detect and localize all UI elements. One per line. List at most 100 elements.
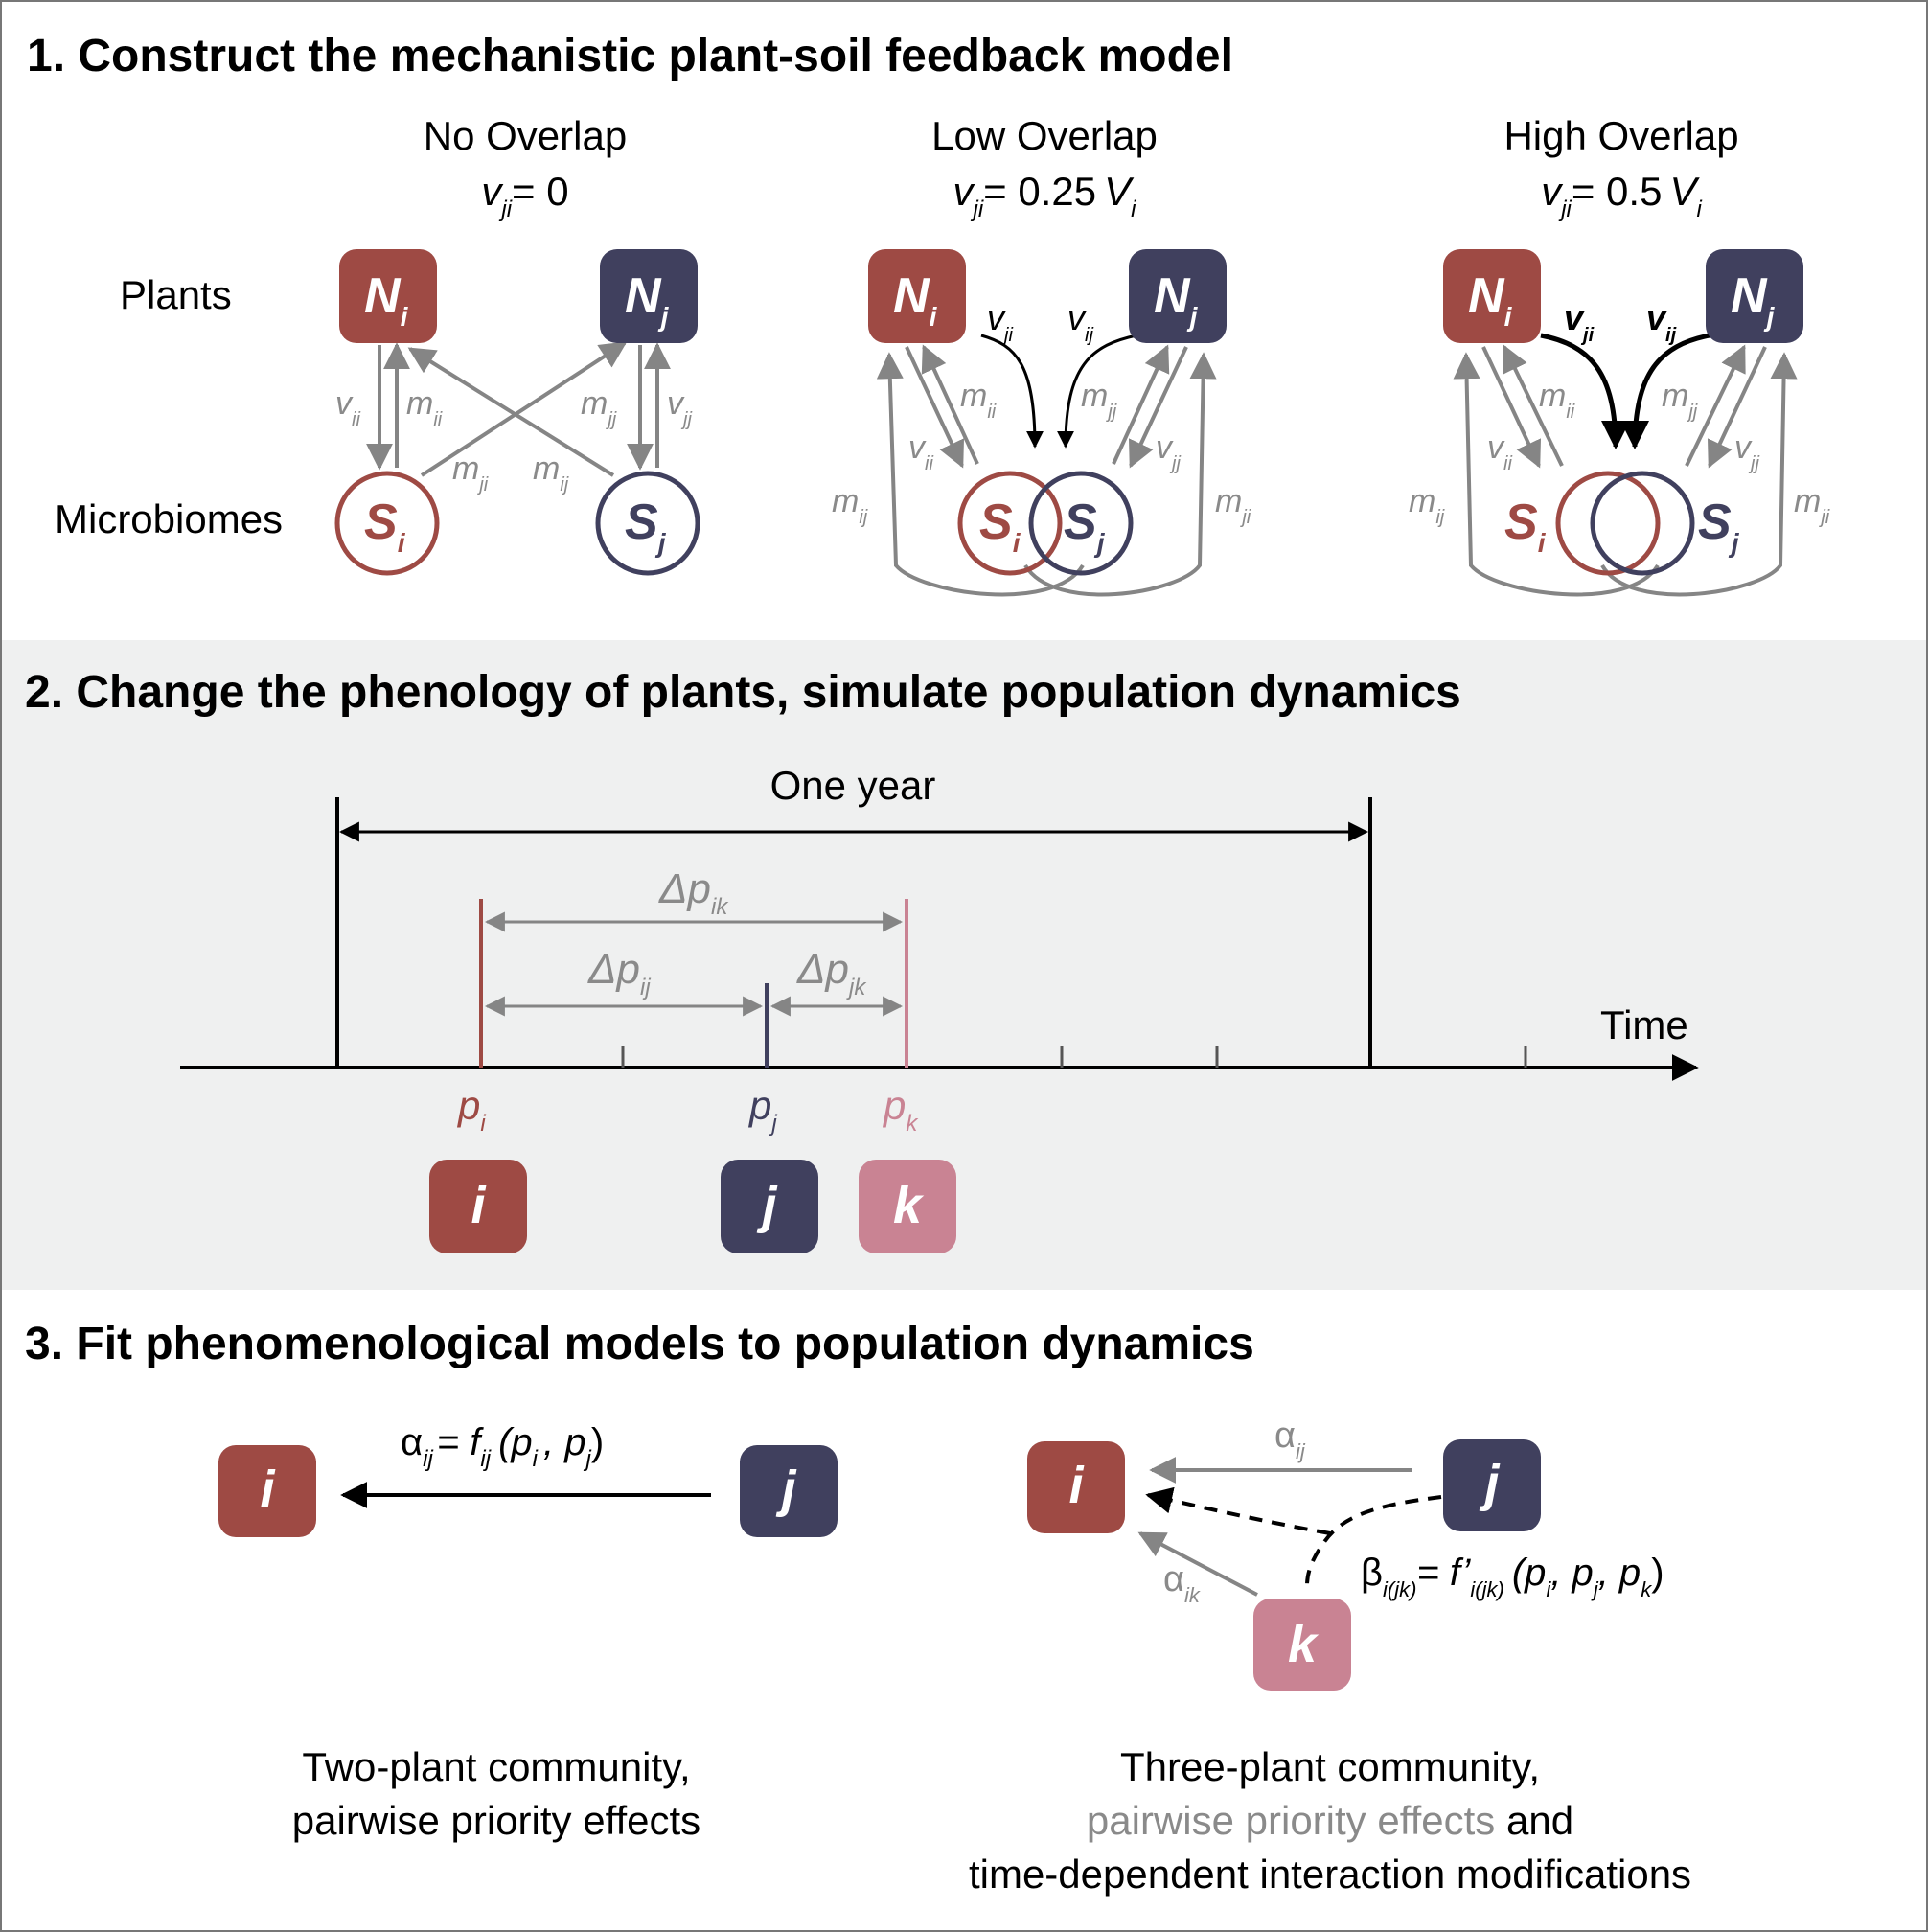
label-m-ii: mii [406,385,443,430]
node-S-j [595,471,700,576]
two-plant-box-j-label: j [775,1460,796,1518]
node-S-j-high [1590,471,1695,576]
arrow-m-ji [420,341,628,477]
label-m-jj: mjj [581,385,617,430]
arrow-v-jj-high [1707,346,1767,469]
label-v-jj-high: vjj [1734,429,1759,474]
panel-title-low-overlap: Low Overlap [931,113,1158,158]
caption-right-line2: pairwise priority effects and [1087,1798,1573,1843]
node-S-j-low [1028,471,1134,576]
panel-no-overlap: vii mii mjj vjj mji mij Ni Nj Si Sj [334,249,700,576]
arrow-v-ii-high [1481,346,1542,469]
panel-title-high-overlap: High Overlap [1503,113,1738,158]
node-N-i-high-label: Ni [1468,268,1513,332]
caption-right-line3: time-dependent interaction modifications [969,1852,1691,1897]
caption-left-line1: Two-plant community, [302,1744,690,1789]
node-N-i [339,249,437,343]
two-plant-box-j [740,1445,838,1537]
node-N-j-high-label: Nj [1731,268,1776,332]
label-p-i: pi [456,1083,486,1137]
formula-no-overlap: vji= 0 [481,169,568,222]
arrow-m-ij-high [1453,352,1660,597]
node-N-j-high [1706,249,1803,343]
node-S-i-high [1555,471,1661,576]
panel-high-overlap: vji vij mii vii mjj vjj mij mji Ni Nj Si… [1409,249,1830,597]
panel-low-overlap: vji vij mii vii mjj vjj mij mji Ni Nj Si… [832,249,1251,597]
arrow-m-ji-high [1600,352,1798,597]
arrow-v-ij-high [1620,333,1710,449]
arrow-m-ji-low [1023,352,1217,597]
label-v-ji-high: vji [1564,298,1595,346]
arrow-m-ij [407,347,615,477]
plant-box-i-label: i [471,1177,486,1234]
label-m-ij-high: mij [1409,483,1445,528]
node-S-i-low [957,471,1063,576]
label-v-ij-low: vij [1067,298,1093,346]
plant-box-j [721,1160,818,1254]
arrow-v-ij-low [1057,334,1137,448]
label-p-k: pk [882,1083,919,1137]
label-v-ji-low: vji [987,298,1013,346]
node-N-j-low-label: Nj [1154,268,1199,332]
three-plant-box-k [1253,1598,1351,1690]
label-v-jj-low: vjj [1156,429,1181,474]
node-N-i-label: Ni [364,268,409,332]
label-delta-jk: Δpjk [796,946,867,1000]
node-N-j-low [1129,249,1227,343]
label-m-ij: mij [533,450,569,495]
plant-box-j-label: j [756,1177,777,1234]
plant-box-k [859,1160,956,1254]
label-m-ii-high: mii [1539,378,1575,423]
one-year-label: One year [770,763,936,808]
label-delta-ij: Δpij [587,946,651,1000]
time-label: Time [1600,1002,1688,1047]
caption-right-line1: Three-plant community, [1120,1744,1540,1789]
section-1-title: 1. Construct the mechanistic plant-soil … [27,31,1233,81]
node-S-i [334,471,440,576]
panel-title-no-overlap: No Overlap [424,113,627,158]
plant-box-i [429,1160,527,1254]
label-m-ji-high: mji [1794,483,1830,528]
section-2: 2. Change the phenology of plants, simul… [2,640,1926,1290]
two-plant-box-i [218,1445,316,1537]
label-v-jj: vjj [667,385,692,430]
arrow-m-ii-high [1503,344,1564,467]
three-plant-box-i [1027,1441,1125,1533]
arrow-v-ji-low [980,334,1044,448]
label-m-ji: mji [452,450,489,495]
two-plant-equation: αij = fij (pi, pj) [401,1421,604,1472]
label-m-jj-low: mjj [1081,378,1117,423]
label-delta-ik: Δpik [658,865,729,920]
label-m-ii-low: mii [960,378,997,423]
label-m-ji-low: mji [1215,483,1251,528]
three-plant-box-j-label: j [1479,1455,1500,1512]
label-p-j: pj [747,1083,777,1137]
three-plant-box-k-label: k [1288,1616,1320,1673]
section-2-title: 2. Change the phenology of plants, simul… [25,667,1461,718]
node-S-i-low-label: Si [979,494,1021,558]
caption-left-line2: pairwise priority effects [292,1798,700,1843]
label-m-jj-high: mjj [1662,378,1698,423]
arrow-m-jj-low [1112,344,1170,465]
three-plant-box-i-label: i [1068,1457,1084,1514]
section-1: 1. Construct the mechanistic plant-soil … [27,31,1830,597]
three-plant-box-j [1443,1439,1541,1531]
label-alpha-ik: αik [1163,1559,1201,1607]
node-N-i-low [868,249,966,343]
arrow-m-ii-low [921,344,979,465]
label-alpha-ij: αij [1274,1415,1306,1463]
section-2-background [2,640,1926,1290]
three-plant-arrow-alpha-ik [1137,1531,1258,1597]
three-plant-dashed-modifier-path [1305,1495,1442,1586]
three-plant-equation: βi(jk)= f’i(jk) (pi, pj, pk) [1361,1552,1664,1601]
node-S-i-high-label: Si [1504,494,1547,558]
node-S-j-label: Sj [625,494,667,558]
node-N-j-label: Nj [625,268,670,332]
section-3-title: 3. Fit phenomenological models to popula… [25,1319,1254,1369]
node-S-j-low-label: Sj [1064,494,1106,558]
node-N-j [600,249,698,343]
label-v-ij-high: vij [1646,298,1677,346]
node-S-i-label: Si [364,494,406,558]
